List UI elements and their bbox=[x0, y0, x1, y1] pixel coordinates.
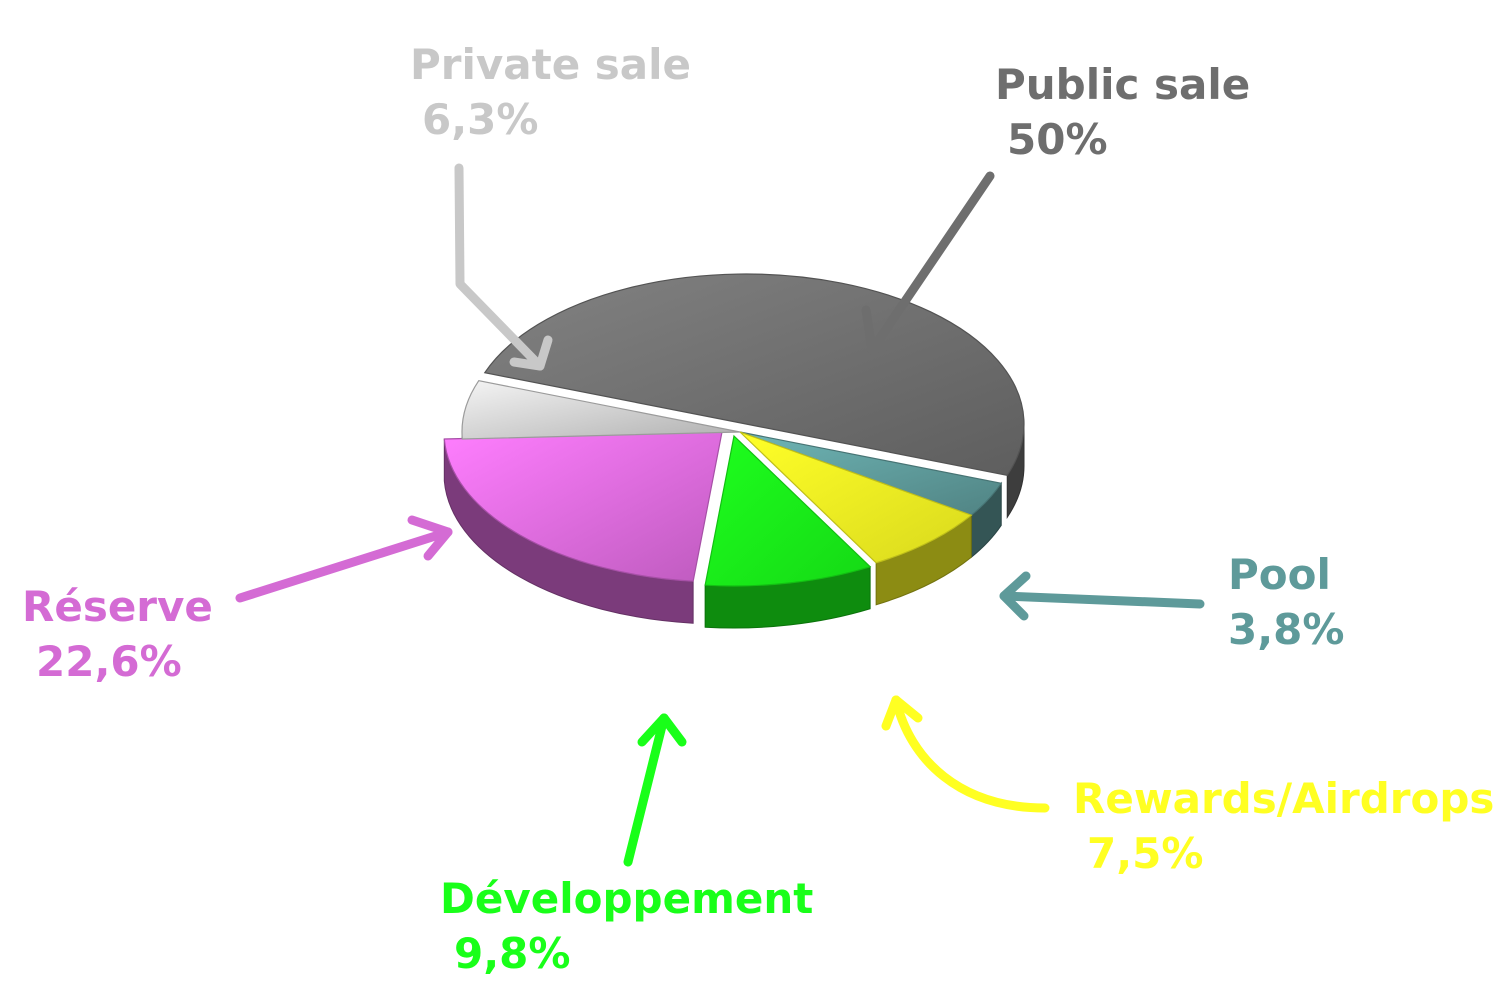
label-reserve: Réserve 22,6% bbox=[22, 580, 213, 689]
arrow-public-sale bbox=[861, 171, 995, 355]
label-private-sale: Private sale 6,3% bbox=[410, 38, 691, 147]
arrow-private-sale bbox=[454, 163, 553, 371]
label-pool-name: Pool bbox=[1228, 550, 1331, 599]
label-rewards: Rewards/Airdrops 7,5% bbox=[1073, 772, 1494, 881]
arrow-reserve bbox=[235, 515, 453, 603]
label-pool: Pool 3,8% bbox=[1228, 548, 1344, 657]
label-rewards-value: 7,5% bbox=[1087, 828, 1204, 878]
label-arrows bbox=[235, 163, 1205, 867]
label-developpement: Développement 9,8% bbox=[440, 872, 813, 981]
label-reserve-value: 22,6% bbox=[36, 636, 182, 686]
label-private-sale-name: Private sale bbox=[410, 40, 692, 89]
label-private-sale-value: 6,3% bbox=[422, 94, 539, 144]
pie-slice-rewards-airdrops bbox=[739, 431, 973, 564]
label-reserve-name: Réserve bbox=[22, 582, 213, 631]
label-public-sale: Public sale 50% bbox=[995, 58, 1250, 167]
pie-slice-d-veloppement bbox=[704, 434, 872, 587]
label-developpement-value: 9,8% bbox=[454, 928, 571, 978]
label-pool-value: 3,8% bbox=[1228, 604, 1345, 654]
arrow-rewards bbox=[881, 695, 1050, 813]
label-rewards-name: Rewards/Airdrops bbox=[1073, 774, 1495, 823]
label-developpement-name: Développement bbox=[440, 874, 814, 923]
pie-slice-r-serve bbox=[443, 431, 723, 582]
arrow-developpement bbox=[623, 713, 687, 867]
label-public-sale-value: 50% bbox=[1007, 114, 1108, 164]
arrow-pool bbox=[999, 571, 1205, 621]
pie-side-faces bbox=[443, 423, 1025, 629]
pie-slice-private-sale bbox=[461, 380, 741, 440]
label-public-sale-name: Public sale bbox=[995, 60, 1251, 109]
